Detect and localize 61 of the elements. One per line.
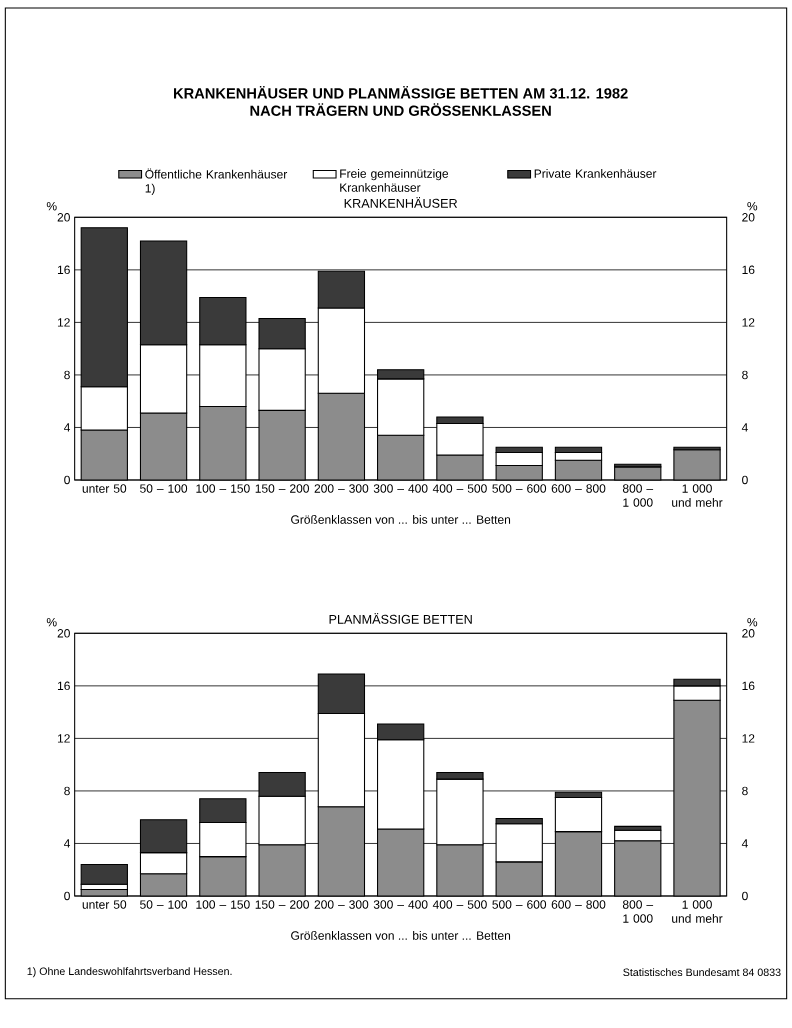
y-tick-label: 0	[64, 475, 70, 485]
y-tick-label: 16	[57, 681, 70, 691]
text: Statistisches Bundesamt 84 0833	[623, 968, 781, 977]
y2-tick-label: 4	[741, 423, 748, 432]
y-tick-label: 12	[57, 734, 70, 743]
y-tick-label: 4	[64, 839, 71, 848]
x-tick-label: 100 – 150	[196, 900, 250, 909]
y2-tick-label: 0	[742, 891, 748, 901]
text: KRANKENHÄUSER	[344, 197, 458, 208]
x-tick-label: 1 000 und mehr	[672, 900, 723, 923]
x-axis-title: Größenklassen von ... bis unter ... Betten	[291, 515, 511, 524]
y-tick-label: 0	[64, 891, 70, 901]
y-axis-title: %	[46, 202, 57, 211]
y2-axis-title: %	[747, 202, 758, 211]
x-tick-label: 200 – 300	[314, 900, 369, 909]
x-tick-label: 600 – 800	[551, 900, 606, 909]
y2-axis-title: %	[747, 618, 758, 627]
x-tick-label: unter 50	[82, 900, 127, 909]
y2-tick-label: 8	[742, 370, 748, 380]
x-tick-label: 200 – 300	[314, 484, 369, 493]
x-axis-title: Größenklassen von ... bis unter ... Betten	[291, 931, 511, 940]
legend-label: Private Krankenhäuser	[534, 169, 657, 178]
x-tick-label: 300 – 400	[373, 484, 428, 493]
legend-label: Öffentliche Krankenhäuser 1)	[145, 168, 288, 195]
y-tick-label: 20	[57, 629, 70, 638]
chart-subtitle: NACH TRÄGERN UND GRÖSSENKLASSEN	[250, 103, 551, 116]
x-tick-label: 800 – 1 000	[622, 484, 654, 507]
chart-title: PLANMÄSSIGE BETTEN	[329, 613, 472, 624]
chart-title: KRANKENHÄUSER UND PLANMÄSSIGE BETTEN AM 31.12. 1982	[174, 85, 628, 99]
y-tick-label: 16	[57, 265, 70, 275]
text: 1) Ohne Landeswohlfahrtsverband Hessen.	[27, 967, 232, 978]
x-tick-label: 100 – 150	[196, 484, 250, 493]
x-tick-label: 50 – 100	[140, 900, 188, 909]
legend-label: Freie gemeinnützige Krankenhäuser	[340, 169, 449, 192]
y2-tick-label: 12	[742, 318, 755, 327]
y-tick-label: 20	[57, 213, 70, 222]
y-tick-label: 8	[64, 786, 70, 796]
y2-tick-label: 16	[742, 265, 755, 275]
x-tick-label: 300 – 400	[373, 900, 428, 909]
y2-tick-label: 12	[742, 734, 755, 743]
y2-tick-label: 16	[742, 681, 755, 691]
y-axis-title: %	[46, 618, 57, 627]
y2-tick-label: 4	[741, 839, 748, 848]
y-tick-label: 4	[64, 423, 71, 432]
y2-tick-label: 8	[742, 786, 748, 796]
y2-tick-label: 20	[742, 213, 755, 222]
x-tick-label: 150 – 200	[255, 484, 309, 493]
x-tick-label: 500 – 600	[492, 484, 547, 493]
x-tick-label: 50 – 100	[140, 484, 188, 493]
y-tick-label: 8	[64, 370, 70, 380]
x-tick-label: 500 – 600	[492, 900, 547, 909]
x-tick-label: 400 – 500	[432, 484, 487, 493]
x-tick-label: 1 000 und mehr	[672, 484, 723, 507]
x-tick-label: 800 – 1 000	[622, 900, 654, 923]
x-tick-label: unter 50	[82, 484, 127, 493]
x-tick-label: 600 – 800	[551, 484, 606, 493]
x-tick-label: 150 – 200	[255, 900, 309, 909]
y-tick-label: 12	[57, 318, 70, 327]
x-tick-label: 400 – 500	[432, 900, 487, 909]
y2-tick-label: 20	[742, 629, 755, 638]
y2-tick-label: 0	[742, 475, 748, 485]
